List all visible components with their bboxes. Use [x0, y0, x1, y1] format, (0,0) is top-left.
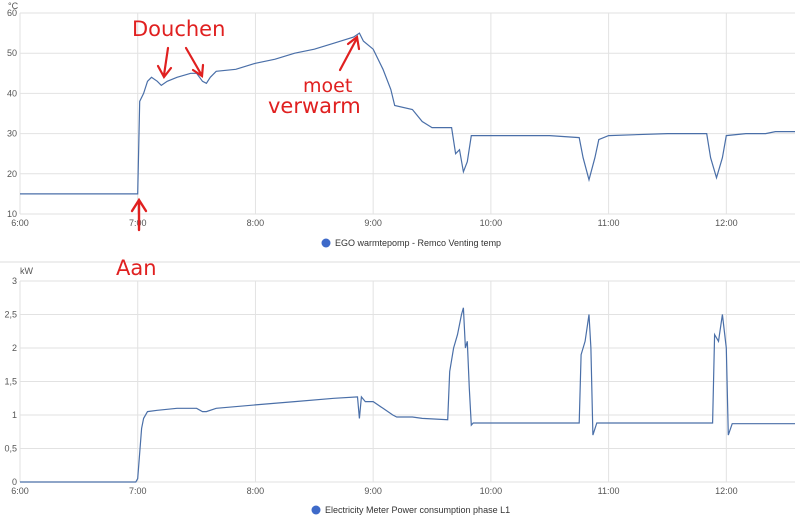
power-x-tick-label: 9:00: [364, 486, 382, 496]
temperature-x-tick-label: 12:00: [715, 218, 738, 228]
temperature-legend-label: EGO warmtepomp - Remco Venting temp: [335, 238, 501, 248]
power-legend-label: Electricity Meter Power consumption phas…: [325, 505, 510, 515]
power-x-tick-label: 12:00: [715, 486, 738, 496]
power-grid: [19, 280, 795, 483]
annotation-arrow-douchen-1: [156, 46, 173, 80]
temperature-x-tick-label: 10:00: [480, 218, 503, 228]
power-series-line: [20, 307, 795, 483]
temperature-y-tick-label: 60: [7, 8, 17, 18]
power-y-tick-label: 3: [12, 276, 17, 286]
annotation-arrow-moet-verwarm: [338, 34, 361, 72]
annotation-arrow-aan: [130, 197, 148, 232]
power-x-tick-label: 6:00: [11, 486, 29, 496]
power-y-tick-label: 0: [12, 477, 17, 487]
temperature-y-tick-label: 50: [7, 48, 17, 58]
annotation-moet: moet: [303, 75, 352, 97]
temperature-x-tick-label: 11:00: [598, 218, 620, 228]
temperature-y-tick-label: 40: [7, 88, 17, 98]
temperature-x-tick-label: 8:00: [247, 218, 265, 228]
power-legend[interactable]: Electricity Meter Power consumption phas…: [311, 505, 511, 515]
power-y-tick-label: 2,5: [4, 310, 17, 320]
power-legend-dot: [311, 505, 321, 515]
power-x-tick-label: 10:00: [480, 486, 503, 496]
temperature-chart: °C 10 20 30 40 50 60 6:00 7:00 8:00 9:00 10:00 11:0…: [7, 1, 795, 248]
annotation-douchen: Douchen: [132, 17, 225, 41]
power-x-tick-label: 8:00: [247, 486, 265, 496]
temperature-x-tick-label: 9:00: [364, 218, 382, 228]
temperature-y-tick-label: 20: [7, 169, 17, 179]
power-y-tick-label: 0,5: [4, 444, 17, 454]
power-chart: kW 0 0,5 1 1,5 2 2,5 3 6:00 7:00 8:00 9:00 10:00 11:…: [4, 266, 795, 515]
power-x-tick-label: 7:00: [129, 486, 147, 496]
annotation-arrow-douchen-2: [184, 46, 205, 78]
annotation-verwarm: verwarm: [268, 94, 361, 118]
temperature-unit-label: °C: [8, 1, 19, 11]
power-y-tick-label: 1,5: [4, 377, 17, 387]
temperature-y-tick-label: 30: [7, 129, 17, 139]
annotation-aan: Aan: [116, 256, 157, 280]
temperature-legend[interactable]: EGO warmtepomp - Remco Venting temp: [321, 238, 502, 248]
power-unit-label: kW: [20, 266, 34, 276]
power-x-tick-label: 11:00: [598, 486, 620, 496]
power-y-tick-label: 1: [12, 410, 17, 420]
power-y-tick-label: 2: [12, 343, 17, 353]
temperature-grid: [19, 12, 795, 215]
temperature-x-tick-label: 6:00: [11, 218, 29, 228]
power-ticks: 0 0,5 1 1,5 2 2,5 3 6:00 7:00 8:00 9:00 10:00 11:00 1…: [4, 276, 737, 496]
temperature-y-tick-label: 10: [7, 209, 17, 219]
temperature-legend-dot: [321, 238, 331, 248]
temperature-x-tick-label: 7:00: [129, 218, 147, 228]
handwritten-annotations: Douchen moet verwarm Aan: [116, 17, 361, 280]
temperature-series-line: [20, 32, 795, 195]
temperature-ticks: 10 20 30 40 50 60 6:00 7:00 8:00 9:00 10:00 11:00 12…: [7, 8, 738, 228]
